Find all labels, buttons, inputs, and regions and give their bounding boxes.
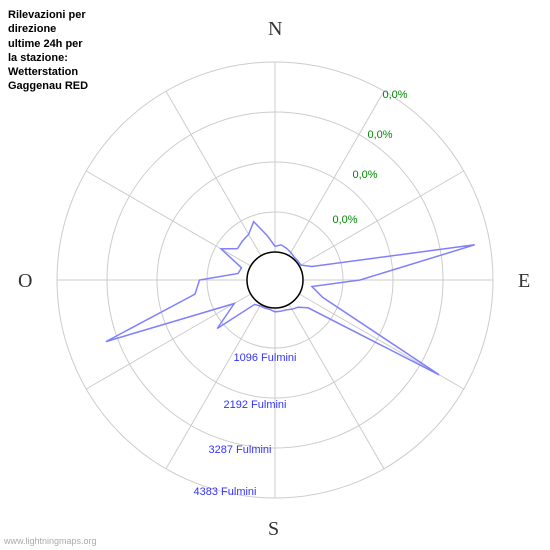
ring-pct-label: 0,0% xyxy=(367,129,392,141)
cardinal-n: N xyxy=(268,18,282,41)
ring-pct-label: 0,0% xyxy=(382,89,407,101)
ring-count-label: 1096 Fulmini xyxy=(234,352,297,364)
cardinal-o: O xyxy=(18,270,32,293)
credit-text: www.lightningmaps.org xyxy=(4,536,97,546)
ring-count-label: 4383 Fulmini xyxy=(194,486,257,498)
ring-count-label: 3287 Fulmini xyxy=(209,444,272,456)
ring-pct-label: 0,0% xyxy=(352,169,377,181)
ring-pct-label: 0,0% xyxy=(332,214,357,226)
chart-title: Rilevazioni perdirezioneultime 24h perla… xyxy=(8,8,88,94)
cardinal-e: E xyxy=(518,270,530,293)
cardinal-s: S xyxy=(268,518,279,541)
ring-count-label: 2192 Fulmini xyxy=(224,399,287,411)
